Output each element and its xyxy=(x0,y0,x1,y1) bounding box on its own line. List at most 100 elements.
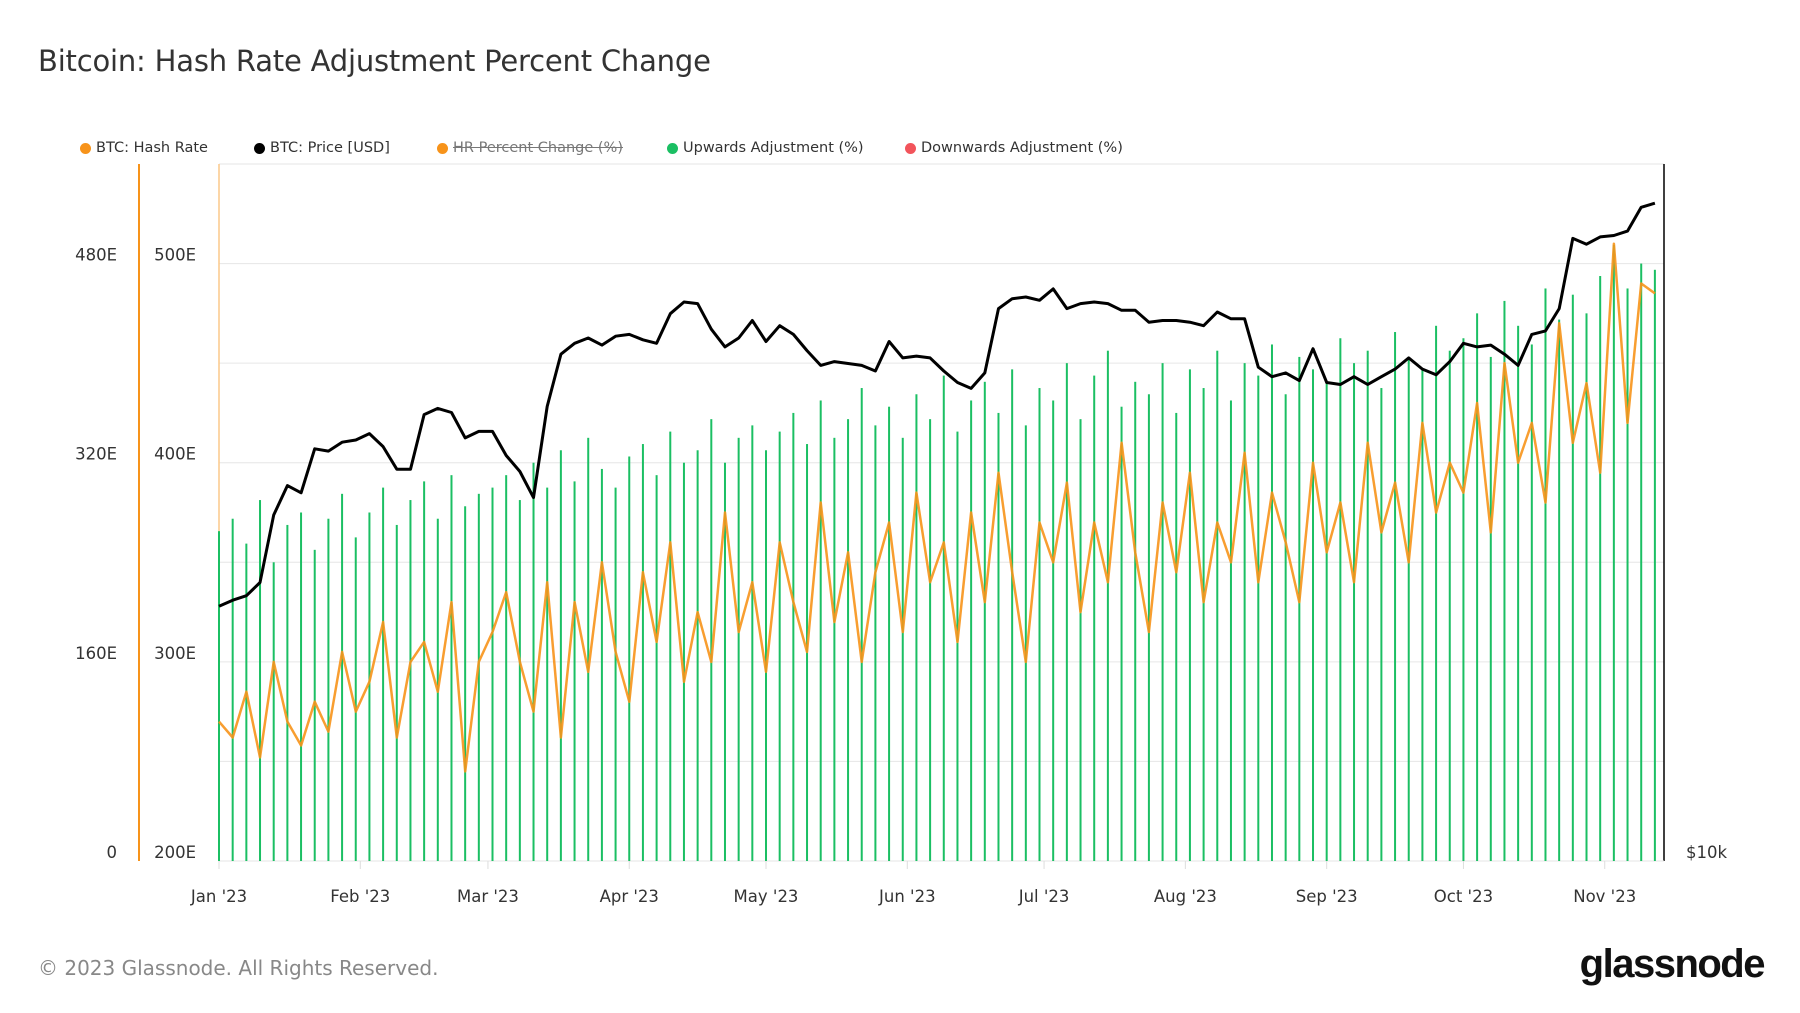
line-btc-price-usd- xyxy=(218,201,1656,608)
bar-upwards-adjustment- xyxy=(1544,288,1547,861)
bar-upwards-adjustment- xyxy=(874,425,877,861)
left-inner-tick-label: 400E xyxy=(154,445,196,464)
bar-upwards-adjustment- xyxy=(1353,363,1356,861)
legend-dot-icon xyxy=(667,142,678,154)
bar-upwards-adjustment- xyxy=(1503,300,1506,861)
left-outer-tick-label: 320E xyxy=(75,445,117,464)
bar-upwards-adjustment- xyxy=(1270,344,1273,861)
bar-upwards-adjustment- xyxy=(1558,319,1561,862)
bar-upwards-adjustment- xyxy=(737,437,740,861)
bar-upwards-adjustment- xyxy=(970,400,973,861)
bar-upwards-adjustment- xyxy=(1216,350,1219,861)
legend-item-downwards-adjustment[interactable]: Downwards Adjustment (%) xyxy=(905,140,1123,156)
bar-upwards-adjustment- xyxy=(710,419,713,861)
bar-upwards-adjustment- xyxy=(1421,369,1424,861)
bar-upwards-adjustment- xyxy=(1312,369,1315,861)
bar-upwards-adjustment- xyxy=(1626,288,1629,861)
bar-upwards-adjustment- xyxy=(423,481,426,861)
bar-upwards-adjustment- xyxy=(532,462,535,861)
bar-upwards-adjustment- xyxy=(1571,294,1574,861)
bar-upwards-adjustment- xyxy=(1585,313,1588,861)
bar-upwards-adjustment- xyxy=(491,487,494,861)
bar-upwards-adjustment- xyxy=(1106,350,1109,861)
bar-upwards-adjustment- xyxy=(1640,263,1643,862)
bar-upwards-adjustment- xyxy=(1612,244,1615,861)
bar-upwards-adjustment- xyxy=(450,475,453,861)
bar-upwards-adjustment- xyxy=(888,406,891,861)
bar-upwards-adjustment- xyxy=(1599,276,1602,862)
bar-upwards-adjustment- xyxy=(600,468,603,861)
bar-upwards-adjustment- xyxy=(1380,388,1383,861)
right-tick-label: $10k xyxy=(1686,843,1727,862)
x-tick-label: Feb '23 xyxy=(330,887,390,906)
bar-upwards-adjustment- xyxy=(1093,375,1096,861)
x-tick-label: Jan '23 xyxy=(190,887,247,906)
left-inner-tick-label: 200E xyxy=(154,843,196,862)
bar-upwards-adjustment- xyxy=(1038,388,1041,861)
left-outer-tick-label: 480E xyxy=(75,246,117,265)
bar-upwards-adjustment- xyxy=(1024,425,1027,861)
bar-upwards-adjustment- xyxy=(792,412,795,861)
bar-upwards-adjustment- xyxy=(1435,325,1438,861)
bar-upwards-adjustment- xyxy=(245,543,248,861)
bar-upwards-adjustment- xyxy=(1065,363,1068,861)
bar-upwards-adjustment- xyxy=(765,450,768,861)
legend-item-upwards-adjustment[interactable]: Upwards Adjustment (%) xyxy=(667,140,864,156)
bar-upwards-adjustment- xyxy=(559,450,562,861)
legend-item-hr-percent-change[interactable]: HR Percent Change (%) xyxy=(437,140,623,156)
left-outer-tick-label: 160E xyxy=(75,644,117,663)
bar-upwards-adjustment- xyxy=(847,419,850,861)
bar-upwards-adjustment- xyxy=(956,431,959,861)
bar-upwards-adjustment- xyxy=(573,481,576,861)
x-tick-label: Jul '23 xyxy=(1018,887,1070,906)
bar-upwards-adjustment- xyxy=(464,506,467,861)
bar-upwards-adjustment- xyxy=(723,462,726,861)
x-tick-label: Sep '23 xyxy=(1296,887,1358,906)
bar-upwards-adjustment- xyxy=(218,531,220,861)
x-tick-label: Aug '23 xyxy=(1154,887,1217,906)
glassnode-logo: glassnode xyxy=(1579,942,1766,986)
bar-upwards-adjustment- xyxy=(860,388,863,861)
bar-upwards-adjustment- xyxy=(614,487,617,861)
bar-upwards-adjustment- xyxy=(354,537,357,861)
bar-upwards-adjustment- xyxy=(1489,356,1492,861)
bar-upwards-adjustment- xyxy=(546,487,549,861)
left-inner-tick-label: 300E xyxy=(154,644,196,663)
bar-upwards-adjustment- xyxy=(477,493,480,861)
bar-upwards-adjustment- xyxy=(1257,375,1260,861)
legend-label: Upwards Adjustment (%) xyxy=(683,140,864,156)
bar-upwards-adjustment- xyxy=(1134,381,1137,861)
legend-dot-icon xyxy=(254,142,265,154)
bar-upwards-adjustment- xyxy=(259,500,262,861)
bar-upwards-adjustment- xyxy=(286,524,289,861)
bar-upwards-adjustment- xyxy=(587,437,590,861)
bar-upwards-adjustment- xyxy=(327,518,330,861)
bar-upwards-adjustment- xyxy=(641,444,644,861)
bar-upwards-adjustment- xyxy=(915,394,918,861)
bar-upwards-adjustment- xyxy=(628,456,631,861)
bar-upwards-adjustment- xyxy=(1202,388,1205,861)
x-tick-label: Oct '23 xyxy=(1434,887,1493,906)
bar-upwards-adjustment- xyxy=(929,419,932,861)
bar-upwards-adjustment- xyxy=(272,562,275,861)
bar-upwards-adjustment- xyxy=(1476,313,1479,861)
bar-upwards-adjustment- xyxy=(1366,350,1369,861)
bar-upwards-adjustment- xyxy=(1079,419,1082,861)
bar-upwards-adjustment- xyxy=(1243,363,1246,861)
bar-upwards-adjustment- xyxy=(1120,406,1123,861)
bar-upwards-adjustment- xyxy=(655,475,658,861)
bar-upwards-adjustment- xyxy=(682,462,685,861)
legend-item-price[interactable]: BTC: Price [USD] xyxy=(254,140,390,156)
left-inner-tick-label: 500E xyxy=(154,246,196,265)
bar-upwards-adjustment- xyxy=(997,412,1000,861)
bar-upwards-adjustment- xyxy=(1298,356,1301,861)
bar-upwards-adjustment- xyxy=(1394,332,1397,861)
bar-upwards-adjustment- xyxy=(341,493,344,861)
bar-upwards-adjustment- xyxy=(1284,394,1287,861)
x-tick-label: Mar '23 xyxy=(457,887,519,906)
legend-label: Downwards Adjustment (%) xyxy=(921,140,1123,156)
bar-upwards-adjustment- xyxy=(1462,338,1465,861)
legend-item-hash-rate[interactable]: BTC: Hash Rate xyxy=(80,140,208,156)
legend-dot-icon xyxy=(80,142,91,154)
bar-upwards-adjustment- xyxy=(231,518,234,861)
